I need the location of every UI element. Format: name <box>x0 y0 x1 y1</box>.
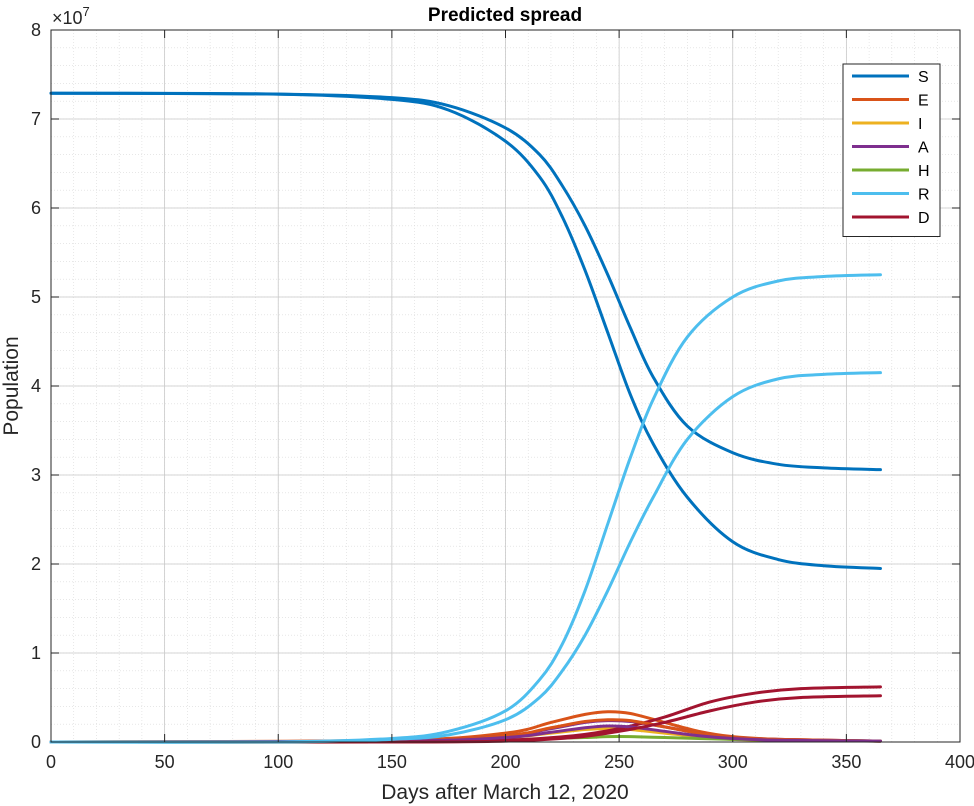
y-exponent-label: ×107 <box>52 4 90 28</box>
y-tick-label: 7 <box>31 109 41 129</box>
series-line-unnamed <box>49 91 882 472</box>
y-tick-label: 0 <box>31 732 41 752</box>
legend-label: A <box>918 140 929 157</box>
x-tick-label: 0 <box>46 752 56 772</box>
x-tick-label: 150 <box>377 752 407 772</box>
chart-title: Predicted spread <box>428 5 582 26</box>
y-axis-label: Population <box>0 336 23 435</box>
y-tick-label: 8 <box>31 20 41 40</box>
legend-label: I <box>918 116 922 133</box>
legend-label: H <box>918 163 930 180</box>
y-tick-label: 5 <box>31 287 41 307</box>
y-tick-label: 3 <box>31 465 41 485</box>
legend-label: S <box>918 69 929 86</box>
x-tick-label: 350 <box>831 752 861 772</box>
y-tick-label: 6 <box>31 198 41 218</box>
y-tick-label: 1 <box>31 643 41 663</box>
x-axis-label: Days after March 12, 2020 <box>381 781 628 804</box>
x-tick-label: 250 <box>604 752 634 772</box>
legend-box <box>842 63 941 237</box>
legend-label: D <box>918 210 930 227</box>
x-tick-label: 400 <box>945 752 974 772</box>
ticks <box>50 29 961 743</box>
x-tick-label: 100 <box>263 752 293 772</box>
x-tick-label: 300 <box>718 752 748 772</box>
legend-label: E <box>918 93 929 110</box>
series-line-unnamed <box>49 371 882 744</box>
x-tick-label: 50 <box>155 752 175 772</box>
x-tick-label: 200 <box>490 752 520 772</box>
y-tick-label: 2 <box>31 554 41 574</box>
tick-labels: 0 50 100 150 200 250 300 350 400 0 1 2 3 4 5 6 7 8 <box>31 20 974 772</box>
legend-label: R <box>918 187 930 204</box>
y-tick-label: 4 <box>31 376 41 396</box>
